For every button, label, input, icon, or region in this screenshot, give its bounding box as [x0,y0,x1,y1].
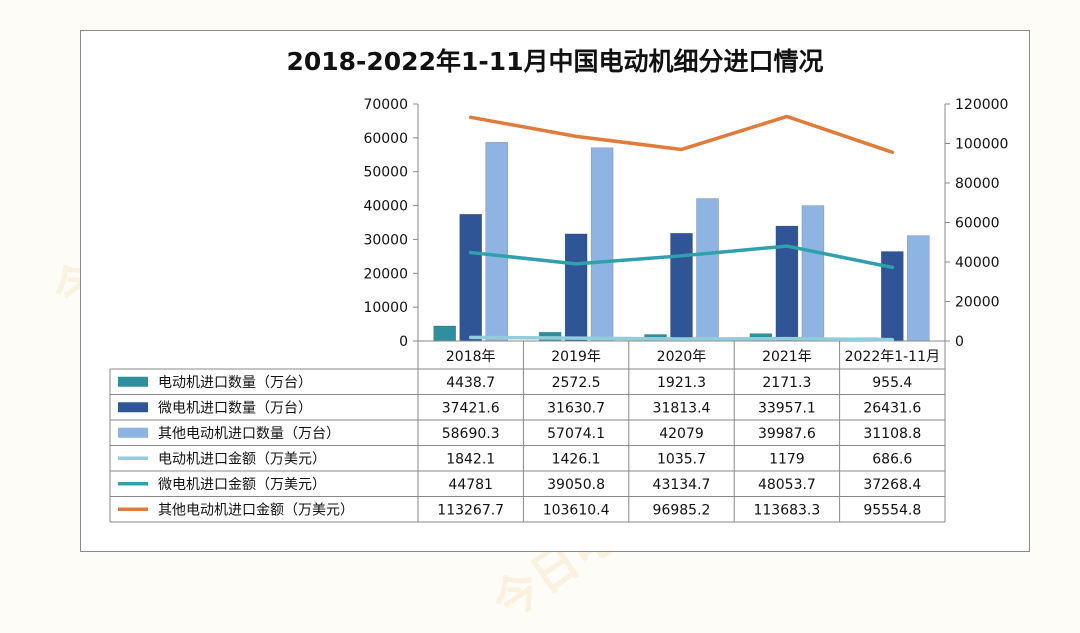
y-tick-label-right: 40000 [955,255,1000,271]
data-label: 58690.3 [442,426,500,442]
legend-swatch [118,376,148,387]
legend-label: 微电机进口数量（万台） [158,400,312,416]
data-label: 1179 [769,451,805,467]
y-tick-label-left: 60000 [363,131,408,147]
data-label: 955.4 [872,375,912,391]
legend-label: 电动机进口数量（万台） [158,375,312,391]
y-tick-label-right: 60000 [955,216,1000,232]
data-label: 31630.7 [547,400,605,416]
y-tick-label-right: 80000 [955,176,1000,192]
data-label: 4438.7 [446,375,495,391]
x-tick-label: 2022年1-11月 [845,349,940,365]
data-label: 44781 [448,477,493,493]
bar [564,233,588,342]
page: 今日电机 今日电机 今日电机 今日电机 2018-2022年1-11月中国电动机… [43,30,1030,630]
chart: 2018-2022年1-11月中国电动机细分进口情况 0 10000 20000 300… [109,47,1008,523]
legend-label: 其他电动机进口数量（万台） [158,426,340,442]
data-label: 2572.5 [552,375,601,391]
y-tick-label-right: 120000 [955,97,1008,113]
x-tick-label: 2019年 [551,349,601,365]
data-label: 39987.6 [758,426,816,442]
data-label: 103610.4 [543,502,610,518]
x-tick-label: 2018年 [446,349,496,365]
y-tick-label-left: 0 [399,334,408,350]
bar [696,198,719,342]
y-tick-label-right: 0 [955,334,964,350]
data-label: 37421.6 [442,400,500,416]
legend-label: 电动机进口金额（万美元） [158,451,326,467]
y-tick-label-right: 20000 [955,295,1000,311]
bar [459,214,483,342]
series-line [468,114,895,155]
y-tick-label-left: 10000 [363,300,408,316]
data-label: 96985.2 [653,502,711,518]
data-label: 42079 [659,426,704,442]
data-label: 2171.3 [762,375,811,391]
bar [775,225,799,342]
chart-title: 2018-2022年1-11月中国电动机细分进口情况 [286,47,823,76]
data-label: 113267.7 [437,502,504,518]
bar [485,141,509,342]
data-label: 37268.4 [863,477,921,493]
data-label: 57074.1 [547,426,605,442]
data-label: 113683.3 [753,502,820,518]
data-label: 33957.1 [758,400,816,416]
data-label: 1035.7 [657,451,706,467]
y-tick-label-left: 20000 [363,266,408,282]
data-label: 31108.8 [863,426,921,442]
data-label: 31813.4 [653,400,711,416]
y-tick-label-right: 100000 [955,137,1008,153]
series-line [468,244,895,270]
data-label: 686.6 [872,451,912,467]
series-line [468,335,895,342]
bar [433,325,457,342]
data-label: 39050.8 [547,477,605,493]
y-tick-label-left: 40000 [363,199,408,215]
y-tick-label-left: 30000 [363,232,408,248]
y-tick-label-left: 50000 [363,165,408,181]
x-tick-label: 2021年 [762,349,812,365]
bar [801,205,825,342]
data-label: 95554.8 [863,502,921,518]
data-label: 48053.7 [758,477,816,493]
chart-frame [80,30,1030,552]
data-label: 26431.6 [863,400,921,416]
legend-swatch [118,427,148,438]
legend-label: 微电机进口金额（万美元） [158,477,326,493]
y-tick-label-left: 70000 [363,97,408,113]
legend-swatch [118,402,148,413]
x-tick-label: 2020年 [657,349,707,365]
bar [590,147,614,342]
bar [906,235,930,342]
data-label: 1842.1 [446,451,495,467]
data-label: 1921.3 [657,375,706,391]
data-label: 43134.7 [653,477,711,493]
data-label: 1426.1 [552,451,601,467]
bar [670,232,693,342]
legend-label: 其他电动机进口金额（万美元） [158,502,354,518]
